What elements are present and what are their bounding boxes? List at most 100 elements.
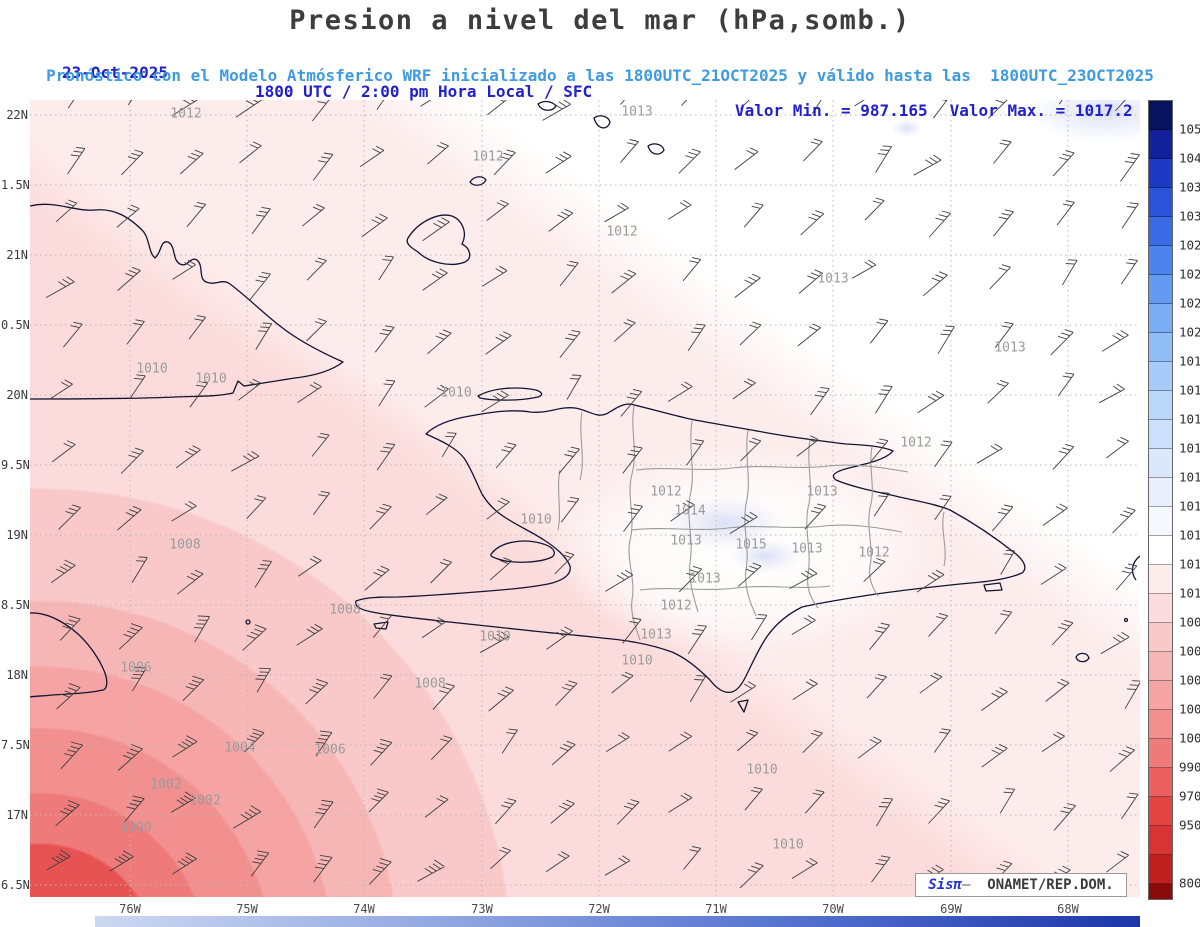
blue-patch-cordillera-2 [729, 539, 801, 573]
coast-beata [737, 699, 749, 713]
colorbar-tick-label: 1028 [1179, 237, 1200, 253]
blue-patch-small [892, 119, 922, 137]
coast-cuba [30, 203, 344, 400]
colorbar-tick-label: 1017 [1179, 411, 1200, 427]
colorbar-cell [1149, 739, 1172, 768]
colorbar-tick-label: 1050 [1179, 121, 1200, 137]
colorbar-cell [1149, 217, 1172, 246]
lat-tick-label: 7.5N [1, 738, 30, 752]
lon-tick-label: 73W [471, 902, 493, 916]
colorbar-cell [1149, 101, 1172, 130]
colorbar-tick-label: 1020 [1179, 324, 1200, 340]
coast-hispaniola [355, 403, 1026, 694]
coast-little-inagua [469, 176, 487, 186]
colorbar-cap [1149, 884, 1172, 899]
colorbar-cells [1148, 100, 1173, 900]
colorbar-cell [1149, 130, 1172, 159]
lat-tick-label: 18N [6, 668, 28, 682]
colorbar-tick-label: 1016 [1179, 440, 1200, 456]
colorbar-tick-label: 1018 [1179, 382, 1200, 398]
coast-caicos-1 [537, 100, 557, 111]
colorbar-tick-label: 1012 [1179, 556, 1200, 572]
colorbar-cell [1149, 855, 1172, 884]
colorbar-cell [1149, 333, 1172, 362]
lat-tick-label: 9.5N [1, 458, 30, 472]
coast-caicos-2 [593, 115, 611, 129]
lat-tick-label: 8.5N [1, 598, 30, 612]
colorbar-cell [1149, 652, 1172, 681]
header-row: 23-Oct-2025 1800 UTC / 2:00 pm Hora Loca… [0, 44, 1200, 120]
coast-ile-a-vache [373, 621, 389, 630]
lon-tick-label: 71W [705, 902, 727, 916]
lon-tick-label: 74W [353, 902, 375, 916]
coastlines [30, 100, 1140, 713]
colorbar-cell [1149, 826, 1172, 855]
lon-tick-label: 75W [236, 902, 258, 916]
lon-tick-label: 76W [119, 902, 141, 916]
colorbar-cell [1149, 188, 1172, 217]
coast-great-inagua [406, 214, 471, 266]
credit-badge: Sisπ — ONAMET/REP.DOM. [915, 873, 1127, 897]
wind-barb-glyphs [45, 100, 1140, 890]
colorbar-cell [1149, 565, 1172, 594]
colorbar-cell [1149, 449, 1172, 478]
colorbar-cell [1149, 420, 1172, 449]
colorbar-tick-label: 1002 [1179, 701, 1200, 717]
coast-desecheo [1123, 617, 1129, 623]
colorbar-cell [1149, 159, 1172, 188]
value-min: Valor Min. = 987.165 [735, 101, 928, 120]
colorbar-cell [1149, 710, 1172, 739]
lon-tick-label: 72W [588, 902, 610, 916]
forecast-date: 23-Oct-2025 [62, 63, 168, 82]
colorbar-cell [1149, 478, 1172, 507]
footer-bar [95, 916, 1140, 927]
colorbar-cell [1149, 797, 1172, 826]
blue-patch-cordillera [667, 497, 783, 549]
colorbar-cell [1149, 594, 1172, 623]
colorbar-tick-label: 990 [1179, 759, 1200, 775]
forecast-valid-time: 1800 UTC / 2:00 pm Hora Local / SFC [255, 82, 593, 101]
lon-tick-label: 68W [1057, 902, 1079, 916]
lat-tick-label: 21N [6, 248, 28, 262]
colorbar-cell [1149, 391, 1172, 420]
colorbar-cell [1149, 623, 1172, 652]
colorbar-cell [1149, 362, 1172, 391]
colorbar-tick-label: 1035 [1179, 179, 1200, 195]
colorbar-tick-label: 1025 [1179, 266, 1200, 282]
credit-separator: — [961, 877, 988, 893]
colorbar-tick-label: 1000 [1179, 730, 1200, 746]
colorbar-tick-label: 950 [1179, 817, 1200, 833]
blue-patch-ne [1027, 100, 1140, 142]
lat-tick-label: 17N [6, 808, 28, 822]
colorbar-tick-label: 1004 [1179, 672, 1200, 688]
colorbar-tick-label: 1013 [1179, 527, 1200, 543]
colorbar-tick-label: 1006 [1179, 643, 1200, 659]
lat-tick-label: 22N [6, 108, 28, 122]
lat-tick-label: 0.5N [1, 318, 30, 332]
minmax-values: Valor Min. = 987.165 Valor Max. = 1017.2 [735, 101, 1133, 120]
colorbar-tick-label: 800 [1179, 875, 1200, 891]
value-max: Valor Max. = 1017.2 [949, 101, 1133, 120]
lat-tick-label: 6.5N [1, 878, 30, 892]
page-title: Presion a nivel del mar (hPa,somb.) [289, 5, 911, 36]
colorbar-cell [1149, 275, 1172, 304]
colorbar-tick-label: 1015 [1179, 469, 1200, 485]
colorbar-tick-label: 1010 [1179, 585, 1200, 601]
colorbar-tick-label: 1008 [1179, 614, 1200, 630]
colorbar-tick-label: 1014 [1179, 498, 1200, 514]
coast-saona [983, 582, 1003, 592]
colorbar-tick-label: 970 [1179, 788, 1200, 804]
admin-borders [557, 405, 946, 641]
coast-navassa [245, 619, 251, 625]
lat-tick-label: 20N [6, 388, 28, 402]
wind-barbs [45, 100, 1140, 890]
coast-pr-sliver [1131, 555, 1140, 581]
lat-tick-label: 1.5N [1, 178, 30, 192]
lon-tick-label: 69W [940, 902, 962, 916]
coast-mona [1075, 652, 1090, 663]
colorbar-cell [1149, 304, 1172, 333]
colorbar-cell [1149, 507, 1172, 536]
